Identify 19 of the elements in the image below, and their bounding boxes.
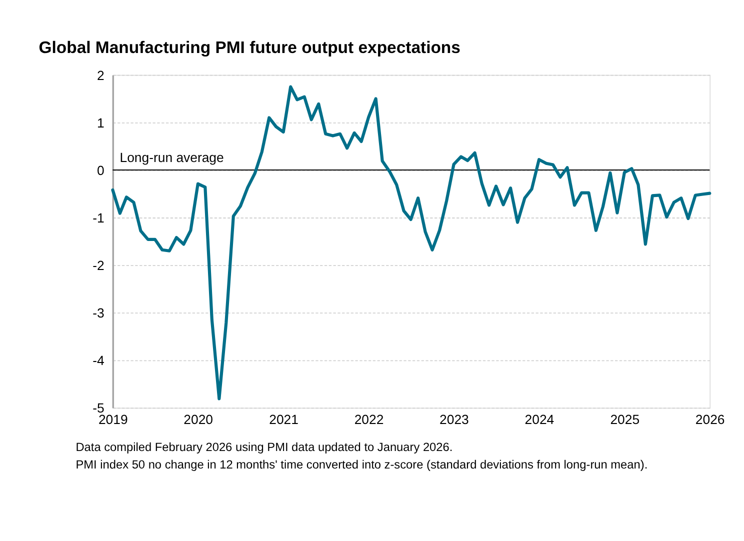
y-tick-label: -1 — [92, 210, 104, 226]
x-tick-label: 2025 — [610, 412, 640, 428]
y-tick-label: -4 — [92, 353, 104, 368]
y-tick-label: 2 — [96, 68, 104, 83]
x-tick-label: 2021 — [269, 412, 298, 428]
x-tick-label: 2023 — [440, 412, 469, 428]
y-tick-label: 1 — [96, 115, 104, 130]
y-tick-label: -3 — [92, 305, 104, 320]
text: PMI index 50 no change in 12 months' time converted into z-score (standard deviations from long-run mean). — [76, 457, 648, 472]
x-tick-label: 2020 — [184, 412, 214, 428]
x-tick-label: 2022 — [354, 412, 384, 428]
text: Data compiled February 2026 using PMI data updated to January 2026. — [76, 440, 453, 454]
x-tick-label: 2024 — [524, 412, 554, 428]
y-tick-label: -2 — [92, 258, 104, 273]
chart-title: Global Manufacturing PMI future output expectations — [38, 38, 460, 57]
y-tick-label: 0 — [96, 162, 104, 178]
ref-line-label: Long-run average — [120, 150, 224, 166]
line-series — [111, 85, 712, 400]
x-tick-label: 2026 — [695, 412, 725, 428]
